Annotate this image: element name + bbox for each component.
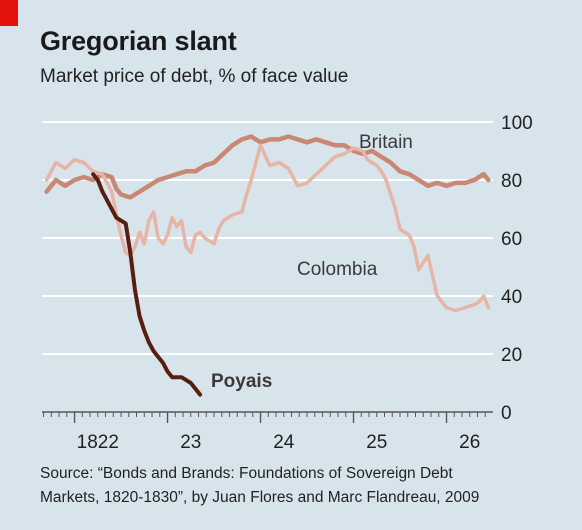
y-axis-labels: 0 20 40 60 80 100 xyxy=(501,113,533,424)
series-line-poyais xyxy=(91,172,203,397)
series-labels: Britain Colombia Poyais xyxy=(211,132,413,392)
x-tick-label-24: 24 xyxy=(273,432,295,453)
chart-subtitle: Market price of debt, % of face value xyxy=(40,66,349,87)
series-lines xyxy=(44,134,491,397)
y-tick-label-60: 60 xyxy=(501,229,522,250)
series-label-britain: Britain xyxy=(359,132,413,153)
x-tick-label-26: 26 xyxy=(459,432,480,453)
y-tick-label-80: 80 xyxy=(501,171,522,192)
source-line-2: Markets, 1820-1830”, by Juan Flores and … xyxy=(40,489,480,506)
series-line-colombia xyxy=(44,143,491,313)
brand-tag xyxy=(0,0,18,26)
series-label-colombia: Colombia xyxy=(297,259,378,280)
y-tick-label-100: 100 xyxy=(501,113,533,134)
x-tick-label-23: 23 xyxy=(180,432,201,453)
series-label-poyais: Poyais xyxy=(211,371,272,392)
x-tick-label-25: 25 xyxy=(366,432,387,453)
source-line-1: Source: “Bonds and Brands: Foundations o… xyxy=(40,465,453,482)
y-tick-label-0: 0 xyxy=(501,403,512,424)
chart-title: Gregorian slant xyxy=(40,26,237,56)
source-note: Source: “Bonds and Brands: Foundations o… xyxy=(40,462,580,510)
x-tick-label-1822: 1822 xyxy=(77,432,119,453)
y-tick-label-20: 20 xyxy=(501,345,522,366)
x-axis: 1822 23 24 25 26 xyxy=(42,411,493,453)
series-line-britain xyxy=(44,134,491,200)
y-tick-label-40: 40 xyxy=(501,287,522,308)
